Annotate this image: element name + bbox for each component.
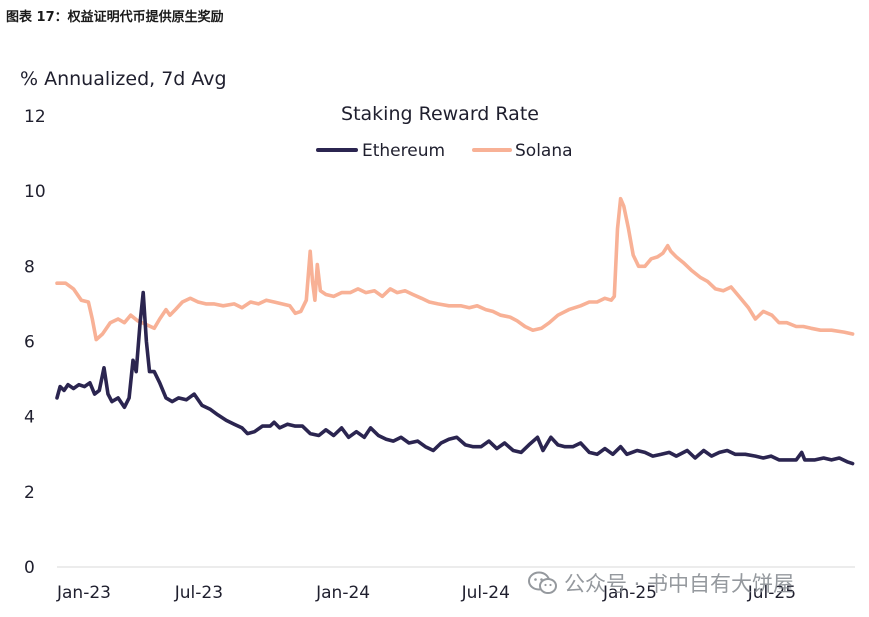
y-axis-ticks: 0 2 4 6 8 10 12 xyxy=(24,107,46,578)
y-tick-label: 4 xyxy=(24,408,35,428)
legend: Ethereum Solana xyxy=(316,141,573,161)
chart-title: Staking Reward Rate xyxy=(341,103,539,125)
y-tick-label: 10 xyxy=(24,182,46,202)
series-line-solana xyxy=(55,196,855,342)
x-tick-label: Jul-23 xyxy=(174,583,223,603)
legend-label-ethereum: Ethereum xyxy=(362,141,445,161)
legend-label-solana: Solana xyxy=(515,141,573,161)
x-tick-label: Jul-24 xyxy=(461,583,510,603)
x-tick-label: Jan-25 xyxy=(602,583,657,603)
wechat-icon xyxy=(528,571,557,594)
watermark: 公众号 · 书中自有大饼屋 xyxy=(528,568,794,598)
y-tick-label: 8 xyxy=(24,257,35,277)
y-tick-label: 6 xyxy=(24,333,35,353)
x-axis-ticks: Jan-23 Jul-23 Jan-24 Jul-24 Jan-25 Jul-25 xyxy=(56,583,796,603)
y-axis-unit-label: % Annualized, 7d Avg xyxy=(20,68,227,90)
x-tick-label: Jan-23 xyxy=(56,583,111,603)
series-line-ethereum xyxy=(55,290,855,466)
x-tick-label: Jan-24 xyxy=(315,583,370,603)
y-tick-label: 0 xyxy=(24,558,35,578)
y-tick-label: 12 xyxy=(24,107,46,127)
y-tick-label: 2 xyxy=(24,483,35,503)
x-tick-label: Jul-25 xyxy=(747,583,796,603)
watermark-text: 公众号 · 书中自有大饼屋 xyxy=(564,572,795,596)
figure-caption: 图表 17：权益证明代币提供原生奖励 xyxy=(6,10,224,25)
